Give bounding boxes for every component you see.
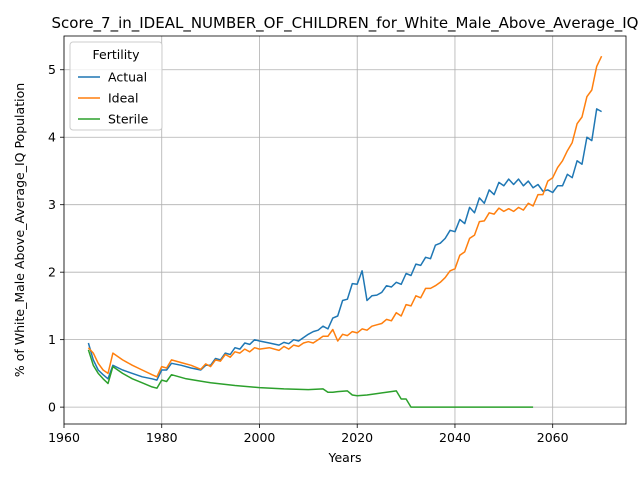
y-tick-label: 1 <box>48 332 56 347</box>
legend-label-ideal: Ideal <box>108 91 138 106</box>
x-tick-label: 1960 <box>48 430 80 445</box>
legend-box <box>69 41 163 131</box>
legend-entries: Actual Ideal Sterile <box>78 70 149 127</box>
legend: Fertility Actual Ideal Sterile <box>69 41 163 131</box>
y-tick-label: 4 <box>48 130 56 145</box>
chart-title: Score_7_in_IDEAL_NUMBER_OF_CHILDREN_for_… <box>52 14 639 33</box>
legend-title: Fertility <box>93 47 141 62</box>
axis-ticks: 1960 1980 2000 2020 2040 2060 0 1 2 3 4 5 <box>48 62 569 445</box>
y-axis-label: % of White_Male Above_Average_IQ Populat… <box>12 83 27 377</box>
plot-frame <box>63 35 627 425</box>
series-lines <box>87 55 603 408</box>
series-line-actual <box>87 108 602 381</box>
x-tick-label: 1980 <box>146 430 178 445</box>
x-axis-label: Years <box>328 450 362 465</box>
legend-label-actual: Actual <box>108 70 147 85</box>
y-tick-label: 5 <box>48 62 56 77</box>
x-tick-label: 2040 <box>439 430 471 445</box>
series-line-ideal <box>87 55 603 378</box>
legend-label-sterile: Sterile <box>108 112 149 127</box>
series-line-sterile <box>87 349 534 408</box>
x-tick-label: 2000 <box>244 430 276 445</box>
y-tick-label: 0 <box>48 400 56 415</box>
x-tick-label: 2060 <box>537 430 569 445</box>
y-tick-label: 2 <box>48 265 56 280</box>
y-tick-label: 3 <box>48 197 56 212</box>
x-tick-label: 2020 <box>341 430 373 445</box>
